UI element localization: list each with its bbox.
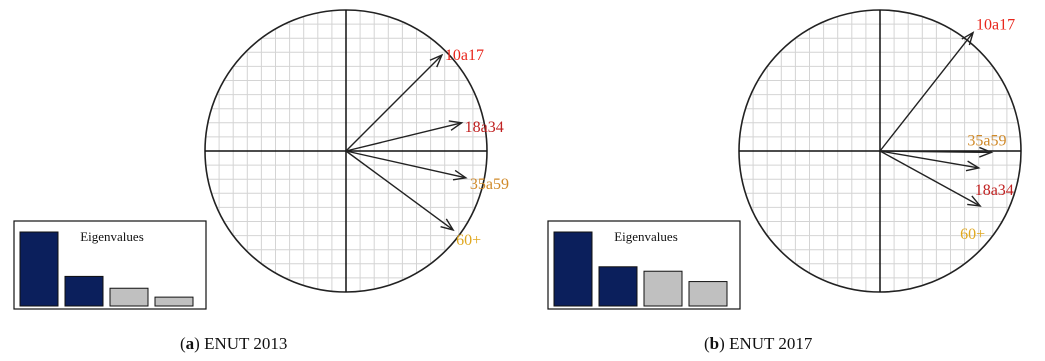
vector-label: 60+ [960,226,985,243]
eigenvalues-inset: Eigenvalues [547,220,741,310]
caption-b-letter: b [709,334,720,353]
arrow-head-icon [448,120,464,131]
eigenvalue-bar [598,266,638,307]
arrow-head-icon [452,169,468,181]
correlation-circle-a: 10a17 18a34 35a59 60+ Eigenvalues [13,9,509,310]
eigenvalues-inset: Eigenvalues [13,220,207,310]
eigenvalue-bar [64,275,104,307]
vector-60+ [345,150,454,231]
eigenvalues-title: Eigenvalues [80,229,144,244]
arrow-head-icon [979,146,994,158]
arrow-head-icon [429,53,444,68]
vector-60+ [879,150,981,207]
vector-label: 10a17 [445,47,484,64]
eigenvalues-title: Eigenvalues [614,229,678,244]
vector-35a59 [879,150,992,154]
eigenvalue-bar [688,281,728,307]
eigenvalue-bar [109,287,149,307]
vector-35a59 [345,150,467,179]
arrow-head-icon [967,195,982,207]
eigenvalue-bar [154,296,194,307]
vector-label: 18a34 [975,182,1014,199]
eigenvalue-bar [19,231,59,307]
eigenvalue-bar [553,231,593,307]
vector-label: 35a59 [470,176,509,193]
vector-18a34 [345,122,462,152]
arrow-head-icon [965,160,981,172]
caption-a-letter: a [185,334,195,353]
eigenvalue-bar [643,270,683,307]
vector-10a17 [345,54,443,152]
vector-label: 35a59 [967,132,1006,149]
vector-label: 18a34 [465,119,504,136]
caption-b: (b) ENUT 2017 [704,334,813,353]
vector-18a34 [879,150,979,169]
arrow-head-icon [440,218,455,232]
vector-10a17 [879,32,974,152]
correlation-circle-b: 10a17 35a59 18a34 60+ Eigenvalues [547,9,1022,310]
vector-label: 60+ [456,232,481,249]
vector-label: 10a17 [976,17,1015,34]
caption-b-text: ENUT 2017 [729,334,813,353]
arrow-head-icon [961,31,975,46]
caption-a-text: ENUT 2013 [204,334,288,353]
caption-a: (a) ENUT 2013 [180,334,288,353]
